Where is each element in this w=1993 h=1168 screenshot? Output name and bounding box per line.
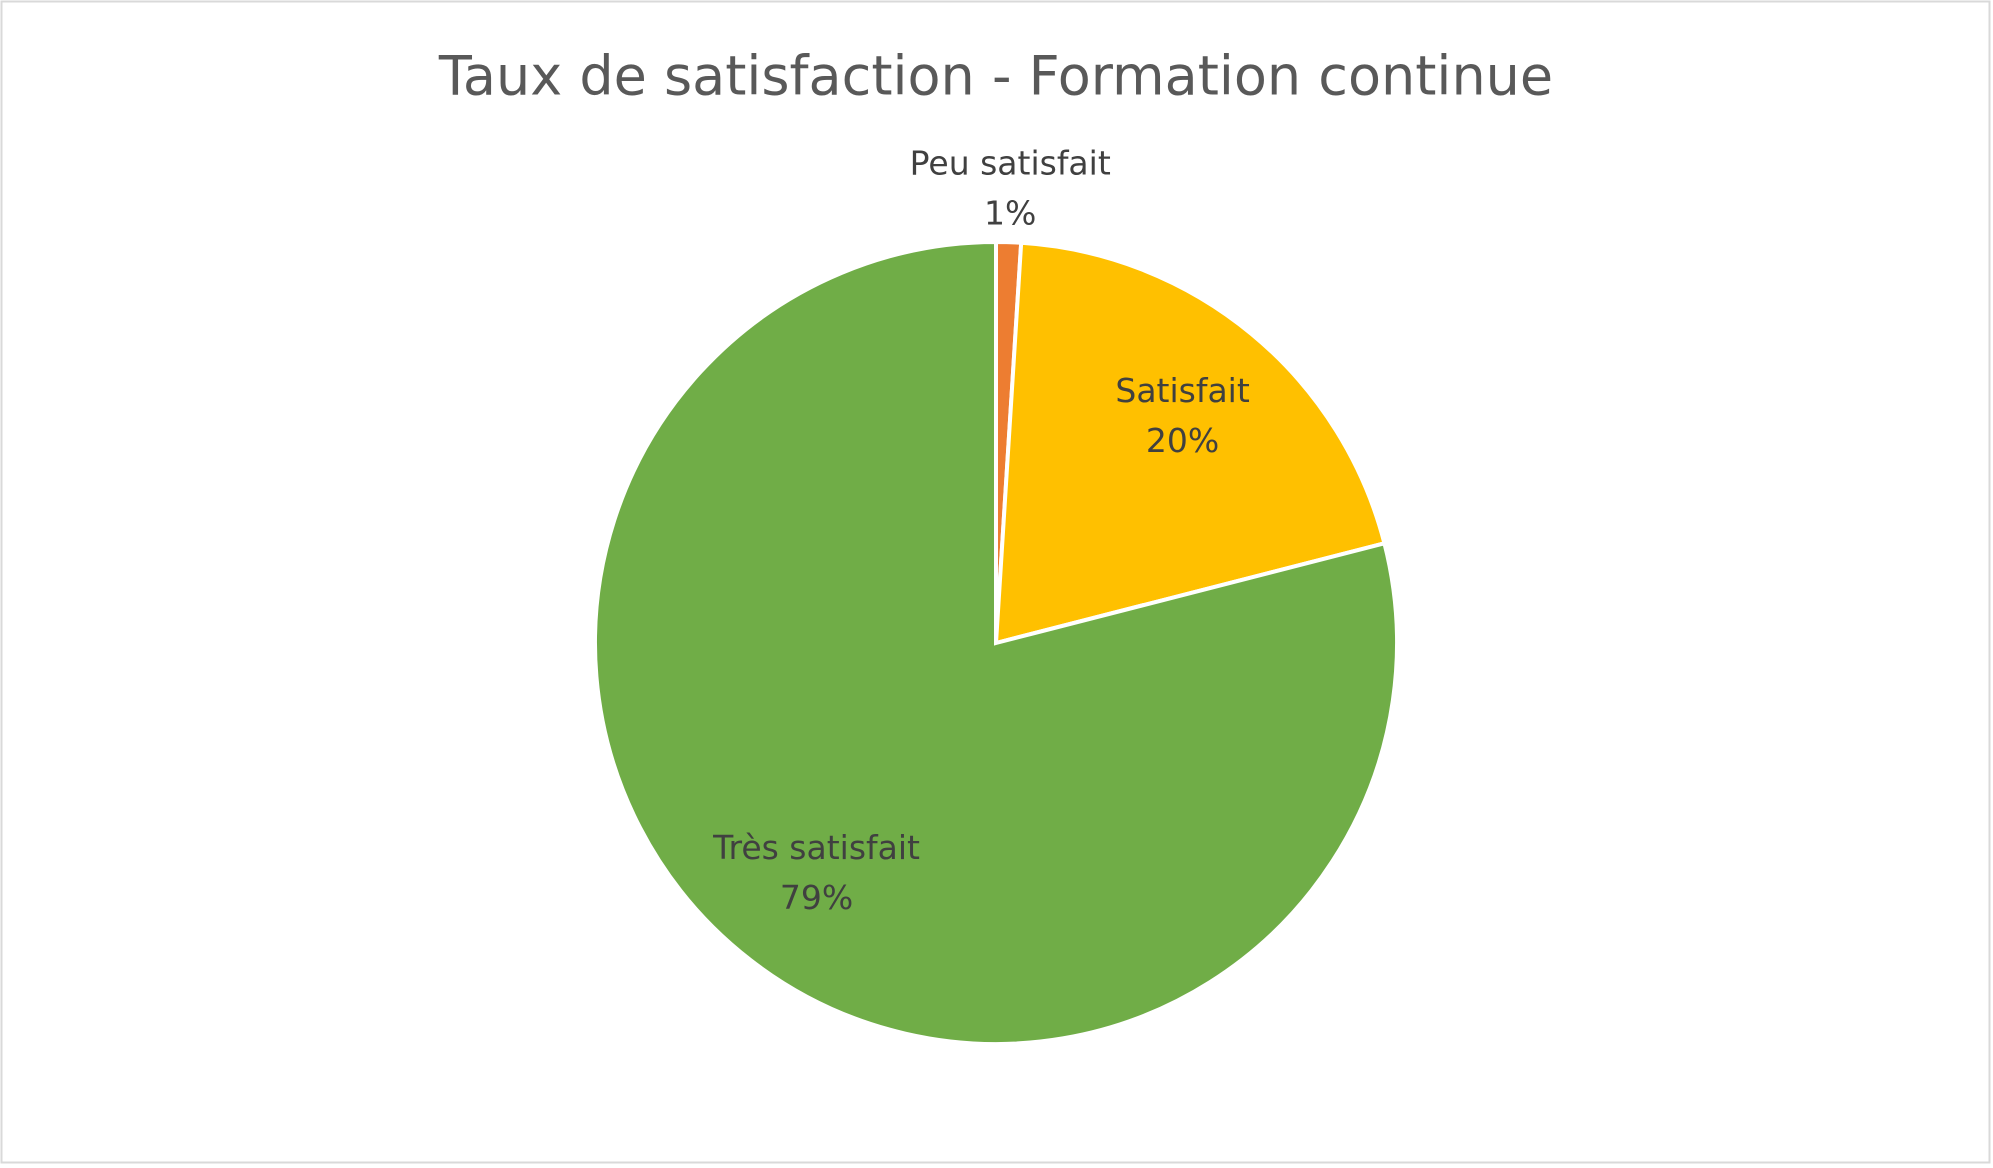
data-label: 79% xyxy=(780,878,853,917)
slice-label: Satisfait xyxy=(1115,371,1249,410)
data-label: 20% xyxy=(1146,421,1219,460)
pie-slice xyxy=(592,239,1399,1046)
chart-title: Taux de satisfaction - Formation continu… xyxy=(438,45,1553,108)
slice-label: Peu satisfait xyxy=(910,144,1111,183)
pie-slice xyxy=(993,240,1387,646)
slice-label: Très satisfait xyxy=(712,828,920,867)
data-label: 1% xyxy=(984,194,1036,233)
